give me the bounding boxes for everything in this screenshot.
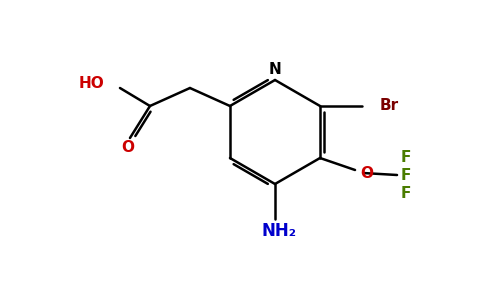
Text: HO: HO <box>78 76 104 91</box>
Text: O: O <box>360 167 373 182</box>
Text: N: N <box>269 62 281 77</box>
Text: F: F <box>401 149 411 164</box>
Text: Br: Br <box>380 98 399 113</box>
Text: F: F <box>401 167 411 182</box>
Text: F: F <box>401 185 411 200</box>
Text: NH₂: NH₂ <box>261 222 297 240</box>
Text: O: O <box>121 140 135 155</box>
